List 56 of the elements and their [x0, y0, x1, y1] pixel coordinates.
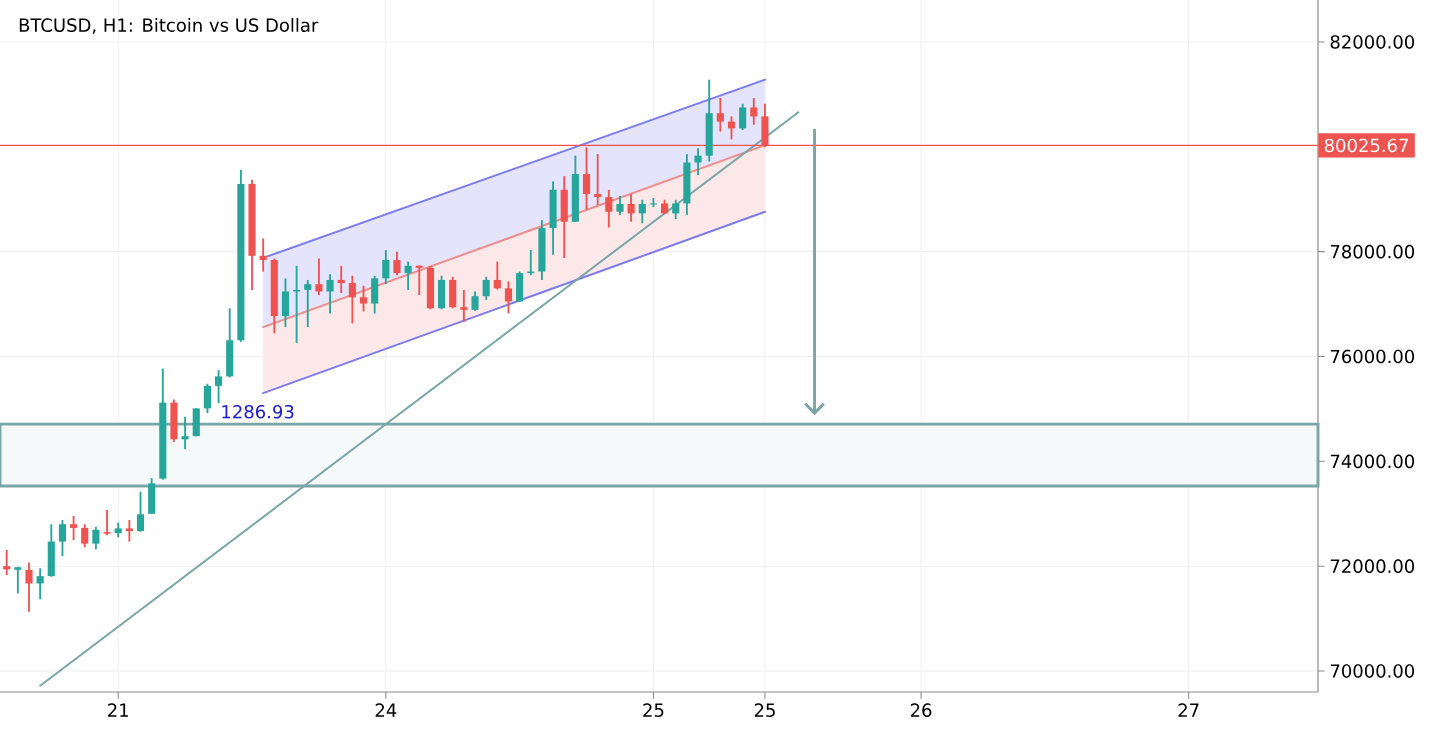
- candlestick: [750, 97, 758, 126]
- candlestick: [504, 280, 513, 315]
- candlestick: [70, 514, 78, 541]
- candlestick: [125, 519, 133, 543]
- ref-line-label: 80025.67: [1324, 138, 1408, 153]
- x-tick-label: 25: [643, 703, 664, 717]
- candlestick: [25, 561, 33, 613]
- x-tick-label: 21: [108, 703, 128, 717]
- candlestick: [415, 264, 423, 297]
- y-tick-label: 72000.00: [1330, 559, 1415, 573]
- y-tick-label: 76000.00: [1330, 349, 1415, 364]
- candlestick: [460, 288, 468, 323]
- candlestick: [203, 382, 211, 415]
- candlestick: [259, 237, 267, 273]
- candlestick: [181, 415, 189, 451]
- candlestick: [482, 275, 490, 301]
- candlestick: [3, 548, 11, 577]
- candlestick: [694, 147, 702, 177]
- candlestick: [315, 257, 323, 297]
- candlestick: [359, 284, 368, 313]
- candlestick: [672, 198, 680, 221]
- candlestick: [337, 264, 345, 294]
- x-tick-label: 24: [375, 703, 397, 717]
- annotation: 1286.93: [222, 404, 294, 419]
- text: BTCUSD, H1: Bitcoin vs US Dollar: [19, 18, 319, 34]
- y-tick-label: 74000.00: [1330, 454, 1415, 469]
- candlestick: [92, 525, 100, 551]
- candlestick: [649, 197, 657, 209]
- candlestick: [103, 509, 111, 537]
- y-tick-label: 78000.00: [1330, 244, 1415, 259]
- candlestick: [136, 490, 145, 533]
- x-tick-label: 27: [1178, 703, 1199, 717]
- candlestick: [14, 565, 22, 595]
- candlestick: [616, 195, 624, 216]
- x-tick-label: 26: [910, 703, 932, 717]
- candlestick: [304, 279, 312, 329]
- candlestick: [393, 250, 401, 277]
- candlestick: [627, 193, 635, 223]
- candlestick: [214, 369, 223, 405]
- candlestick: [493, 260, 501, 291]
- candlestick: [739, 102, 747, 131]
- candlestick: [404, 260, 412, 291]
- candlestick: [605, 188, 613, 229]
- candlestick: [81, 523, 89, 549]
- candlestick: [326, 273, 334, 315]
- candlestick: [58, 519, 67, 558]
- candlestick: [382, 249, 390, 286]
- candlestick: [36, 567, 44, 601]
- x-tick-label: 25: [754, 703, 775, 717]
- y-tick-label: 70000.00: [1330, 664, 1415, 678]
- candlestick: [348, 274, 356, 325]
- candlestick: [638, 198, 646, 225]
- y-tick-label: 82000.00: [1330, 35, 1415, 49]
- candlestick: [594, 153, 602, 206]
- candlestick: [471, 290, 479, 312]
- candlestick: [716, 97, 724, 133]
